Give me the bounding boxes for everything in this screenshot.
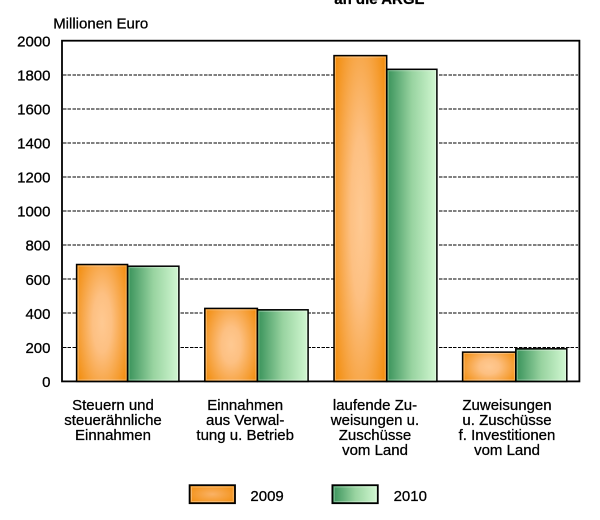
svg-text:1800: 1800 xyxy=(17,67,50,84)
svg-text:vom Land: vom Land xyxy=(474,442,540,459)
svg-text:2000: 2000 xyxy=(17,33,50,50)
svg-text:Zuschüsse: Zuschüsse xyxy=(339,427,412,444)
svg-text:200: 200 xyxy=(25,340,50,357)
svg-text:1200: 1200 xyxy=(17,170,50,187)
svg-text:2010: 2010 xyxy=(394,488,427,505)
svg-text:vom Land: vom Land xyxy=(342,442,408,459)
svg-text:1400: 1400 xyxy=(17,136,50,153)
svg-text:tung u. Betrieb: tung u. Betrieb xyxy=(196,427,294,444)
svg-text:laufende Zu-: laufende Zu- xyxy=(333,397,417,414)
svg-text:1000: 1000 xyxy=(17,204,50,221)
svg-text:Steuern und: Steuern und xyxy=(72,397,154,414)
svg-text:aus Verwal-: aus Verwal- xyxy=(206,412,284,429)
svg-text:Millionen Euro: Millionen Euro xyxy=(53,16,148,33)
svg-text:an die ARGE: an die ARGE xyxy=(334,0,424,8)
svg-text:steuerähnliche: steuerähnliche xyxy=(64,412,162,429)
svg-text:600: 600 xyxy=(25,272,50,289)
svg-text:u. Zuschüsse: u. Zuschüsse xyxy=(462,412,551,429)
svg-text:0: 0 xyxy=(42,374,50,391)
svg-text:Einnahmen: Einnahmen xyxy=(75,427,151,444)
svg-text:Einnahmen: Einnahmen xyxy=(207,397,283,414)
svg-text:2009: 2009 xyxy=(250,488,283,505)
svg-text:f. Investitionen: f. Investitionen xyxy=(459,427,556,444)
svg-text:weisungen u.: weisungen u. xyxy=(330,412,419,429)
svg-text:800: 800 xyxy=(25,238,50,255)
svg-text:1600: 1600 xyxy=(17,101,50,118)
svg-text:400: 400 xyxy=(25,306,50,323)
svg-text:Zuweisungen: Zuweisungen xyxy=(462,397,551,414)
